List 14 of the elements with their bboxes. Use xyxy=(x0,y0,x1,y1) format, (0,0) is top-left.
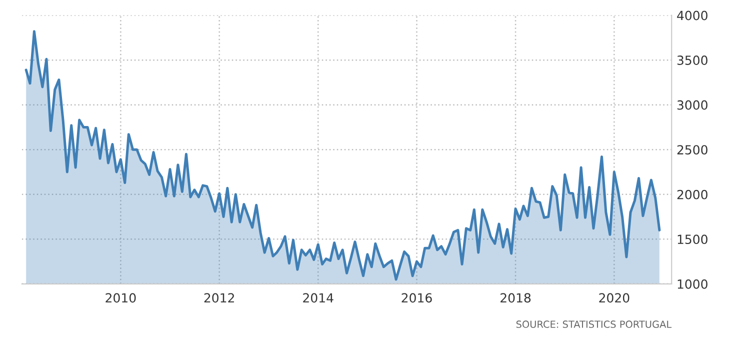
x-tick-label: 2020 xyxy=(599,293,630,303)
x-tick-label: 2018 xyxy=(500,293,531,303)
x-tick-label: 2012 xyxy=(204,293,234,303)
y-tick-label: 3500 xyxy=(677,56,708,65)
y-tick-label: 1000 xyxy=(678,279,708,289)
x-tick-label: 2016 xyxy=(402,293,432,303)
x-tick-label: 2014 xyxy=(303,293,334,303)
y-tick-label: 1500 xyxy=(678,234,708,244)
source-note: SOURCE: STATISTICS PORTUGAL xyxy=(516,320,672,328)
y-tick-label: 2500 xyxy=(677,145,708,155)
y-tick-label: 3000 xyxy=(677,100,708,110)
x-tick-label: 2010 xyxy=(106,293,136,303)
y-tick-label: 2000 xyxy=(677,190,708,200)
y-tick-label: 4000 xyxy=(677,10,708,20)
